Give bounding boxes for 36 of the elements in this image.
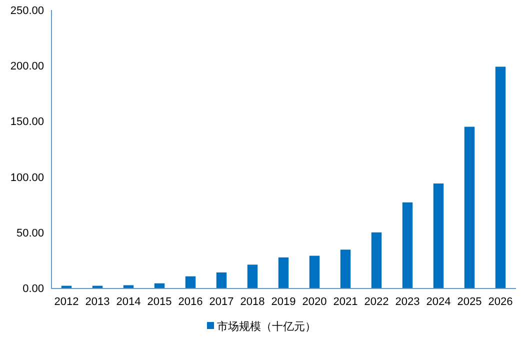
bar bbox=[402, 202, 413, 288]
y-tick-label: 150.00 bbox=[10, 116, 44, 128]
bar bbox=[433, 183, 444, 288]
x-tick-label: 2017 bbox=[209, 296, 234, 308]
bar bbox=[185, 276, 196, 288]
bar bbox=[464, 126, 475, 288]
bar bbox=[340, 250, 351, 288]
x-tick-label: 2023 bbox=[395, 296, 420, 308]
y-tick-label: 100.00 bbox=[10, 172, 44, 184]
x-tick-label: 2016 bbox=[178, 296, 203, 308]
x-tick-label: 2014 bbox=[116, 296, 141, 308]
x-tick-label: 2026 bbox=[488, 296, 513, 308]
bar bbox=[154, 283, 165, 288]
x-tick-label: 2015 bbox=[147, 296, 172, 308]
legend: 市场规模（十亿元） bbox=[207, 321, 316, 333]
y-tick-label: 200.00 bbox=[10, 60, 44, 73]
x-tick-label: 2013 bbox=[85, 296, 110, 308]
x-tick-label: 2024 bbox=[426, 296, 451, 308]
x-tick-label: 2021 bbox=[333, 296, 358, 308]
bar bbox=[495, 66, 506, 288]
legend-label: 市场规模（十亿元） bbox=[217, 320, 316, 333]
bar bbox=[247, 264, 258, 288]
bar bbox=[309, 256, 320, 288]
x-tick-label: 2012 bbox=[54, 296, 79, 308]
y-tick-label: 250.00 bbox=[10, 5, 44, 17]
bar bbox=[278, 257, 289, 288]
x-tick-label: 2020 bbox=[302, 296, 327, 308]
y-tick-label: 0.00 bbox=[22, 283, 44, 295]
x-tick-label: 2019 bbox=[271, 296, 296, 308]
x-tick-label: 2018 bbox=[240, 296, 265, 308]
bar bbox=[371, 232, 382, 288]
bar bbox=[123, 285, 134, 288]
x-tick-label: 2025 bbox=[457, 296, 482, 308]
x-tick-label: 2022 bbox=[364, 296, 389, 308]
bar bbox=[216, 272, 227, 288]
y-tick-label: 50.00 bbox=[16, 227, 44, 240]
